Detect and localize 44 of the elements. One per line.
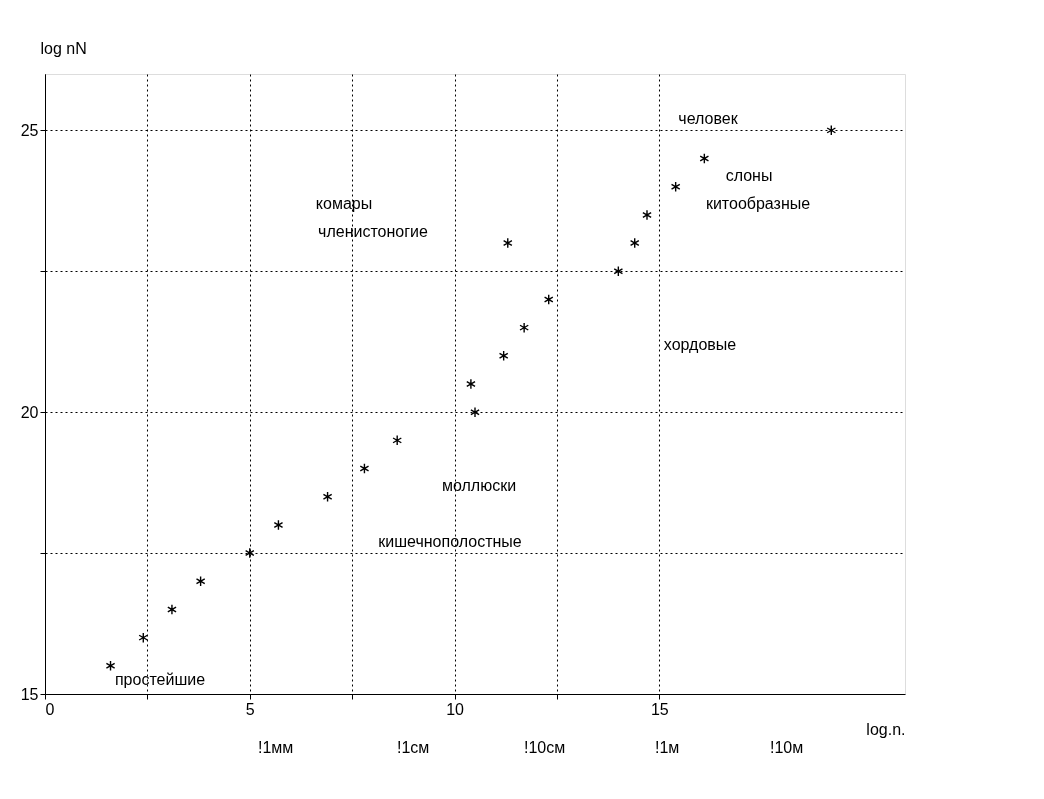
x-tick-label: 10 xyxy=(446,700,465,718)
y-tick-label: 25 xyxy=(20,121,39,139)
y-axis-title: log nN xyxy=(40,39,87,57)
text: !1м xyxy=(655,739,680,756)
annotation: членистоногие xyxy=(318,223,428,240)
annotation: хордовые xyxy=(663,336,737,353)
x-axis-title: log.n. xyxy=(866,720,906,738)
text: !1мм xyxy=(258,739,294,756)
point xyxy=(392,434,403,446)
point xyxy=(613,265,624,277)
y-tick-label: 20 xyxy=(20,403,39,421)
text: !1см xyxy=(397,739,430,756)
point xyxy=(470,406,480,418)
point xyxy=(543,294,554,305)
point xyxy=(498,350,509,362)
annotation: кишечнополостные xyxy=(378,533,522,550)
point xyxy=(466,378,476,390)
annotation: слоны xyxy=(725,167,773,184)
point xyxy=(670,181,681,193)
point xyxy=(167,604,177,615)
point xyxy=(105,660,116,672)
point xyxy=(629,237,640,249)
annotation: простейшие xyxy=(114,671,206,688)
x-tick-label: 5 xyxy=(245,700,255,718)
point xyxy=(519,322,529,334)
x-tick-label: 15 xyxy=(650,700,669,718)
point xyxy=(138,632,149,644)
point xyxy=(322,491,333,503)
annotation: китообразные xyxy=(705,195,811,212)
text: !10см xyxy=(524,739,566,756)
point xyxy=(195,575,206,587)
point xyxy=(273,519,284,531)
point xyxy=(642,209,652,221)
point xyxy=(502,237,513,249)
point xyxy=(699,153,710,164)
annotation: комары xyxy=(315,195,373,212)
point xyxy=(359,463,370,474)
point xyxy=(826,124,837,136)
text: !10м xyxy=(770,739,804,756)
y-tick-label: 15 xyxy=(20,685,39,703)
x-tick-label: 0 xyxy=(45,700,55,718)
annotation: человек xyxy=(678,110,739,127)
annotation: моллюски xyxy=(441,477,517,494)
point xyxy=(244,547,255,559)
